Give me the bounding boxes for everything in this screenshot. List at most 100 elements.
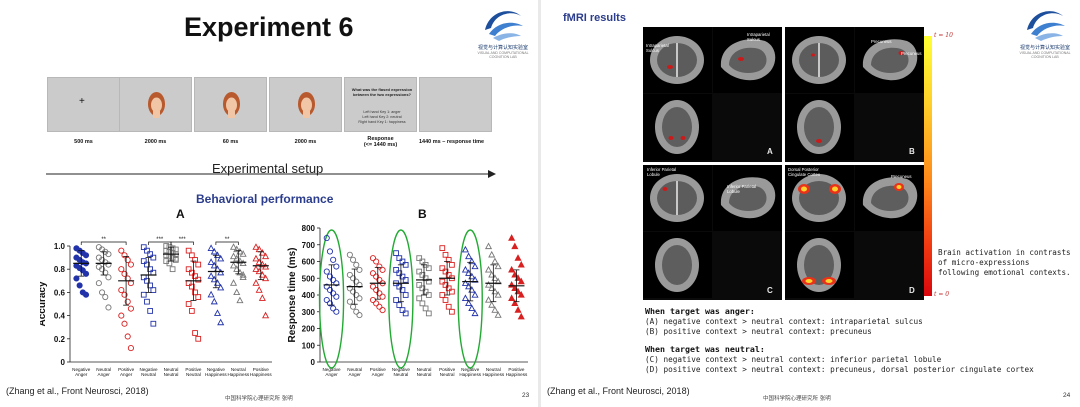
- panel-letter: C: [767, 286, 773, 295]
- brain-slice-coronal: [643, 165, 712, 231]
- brain-slice-image: [650, 174, 704, 222]
- data-point: [373, 300, 380, 307]
- data-point: [217, 283, 225, 291]
- data-point: [262, 274, 270, 282]
- face-image: [223, 92, 240, 118]
- category-label: Negative: [392, 367, 411, 372]
- data-point: [419, 272, 426, 278]
- data-point: [105, 251, 112, 258]
- duration-label: 1440 ms – response time: [419, 139, 485, 145]
- data-point: [449, 262, 455, 268]
- brain-slice-coronal: [643, 27, 712, 93]
- data-point: [172, 257, 179, 263]
- data-point: [229, 243, 238, 250]
- data-point: [379, 293, 386, 300]
- data-point: [399, 273, 406, 280]
- brain-slice-sagittal: [855, 165, 924, 231]
- data-point: [393, 297, 399, 303]
- data-point: [207, 244, 215, 251]
- y-tick-label: 0.2: [54, 335, 66, 344]
- data-point: [82, 270, 90, 277]
- data-point: [373, 273, 380, 280]
- data-point: [252, 254, 260, 262]
- data-point: [105, 261, 112, 268]
- significance-bracket: [80, 241, 127, 245]
- brain-slice-axial: [785, 232, 854, 298]
- y-tick-label: 600: [302, 258, 316, 267]
- brain-slice-axial: [643, 94, 712, 160]
- data-point: [422, 305, 429, 312]
- category-label: Neutral: [440, 372, 455, 377]
- data-point: [369, 283, 377, 290]
- citation: (Zhang et al., Front Neurosci, 2018): [6, 386, 149, 396]
- data-point: [144, 261, 150, 268]
- lab-logo: 视觉与计算认知实验室 VISUAL AND COMPUTATIONAL COGN…: [477, 4, 529, 59]
- data-point: [195, 294, 202, 300]
- data-point: [323, 296, 330, 304]
- data-point: [99, 289, 106, 296]
- data-point: [439, 278, 446, 285]
- brain-slice-coronal: [785, 165, 854, 231]
- data-point: [393, 250, 399, 256]
- data-point: [494, 262, 502, 270]
- data-point: [207, 258, 215, 265]
- panel-letter-b: B: [418, 207, 427, 221]
- category-label: Neutral: [347, 367, 362, 372]
- data-point: [326, 273, 334, 280]
- duration-label: 500 ms: [74, 139, 93, 145]
- data-point: [517, 291, 525, 298]
- data-point: [442, 251, 449, 258]
- data-point: [517, 277, 525, 285]
- data-point: [484, 265, 493, 273]
- data-point: [210, 247, 218, 255]
- duration-label: Response (<= 1440 ms): [344, 136, 417, 148]
- data-point: [102, 293, 109, 301]
- category-label: Positive: [439, 367, 456, 372]
- highlight-ellipse: [388, 229, 414, 369]
- data-point: [147, 308, 154, 314]
- category-label: Negative: [322, 367, 341, 372]
- data-point: [449, 288, 455, 295]
- data-point: [494, 311, 502, 318]
- data-point: [471, 291, 479, 298]
- significance-bracket: [170, 241, 194, 245]
- category-label: Negative: [72, 367, 91, 372]
- response-time-chart: 0 100 200 300 400 500 600 700 800 Response time (…: [287, 224, 528, 377]
- lab-name: 视觉与计算认知实验室: [1019, 45, 1070, 51]
- data-point: [262, 252, 270, 260]
- data-point: [517, 260, 525, 268]
- brain-slice-sagittal: [855, 27, 924, 93]
- data-point: [484, 281, 493, 288]
- data-point: [425, 310, 432, 317]
- data-point: [105, 274, 112, 281]
- data-point: [333, 308, 340, 315]
- data-point: [416, 282, 423, 288]
- data-point: [402, 262, 409, 268]
- data-point: [393, 267, 399, 273]
- data-point: [239, 259, 247, 267]
- lab-name: 视觉与计算认知实验室: [477, 45, 528, 51]
- finding-line: (A) negative context > neutral context: …: [645, 317, 923, 326]
- data-point: [419, 285, 426, 292]
- category-label: Happiness: [506, 372, 528, 377]
- response-limit: (<= 1440 ms): [363, 142, 398, 148]
- response-label: Response: [367, 136, 394, 142]
- swirl-logo-icon: [1027, 11, 1065, 41]
- brain-slice-sagittal: [713, 165, 782, 231]
- brain-slice-coronal: [785, 27, 854, 93]
- data-point: [379, 307, 386, 314]
- finding-line: (B) positive context > neutral context: …: [645, 327, 872, 336]
- data-point: [150, 254, 157, 261]
- data-point: [399, 287, 406, 293]
- significance-label: **: [225, 237, 230, 243]
- lab-logo: 视觉与计算认知实验室 VISUAL AND COMPUTATIONAL COGN…: [1019, 4, 1071, 59]
- data-point: [508, 265, 516, 273]
- data-point: [517, 312, 525, 320]
- data-point: [369, 296, 377, 304]
- data-point: [140, 274, 147, 281]
- colorbar-max-label: t = 10: [934, 32, 953, 39]
- face-image: [148, 92, 165, 118]
- finding-line: (C) negative context > neutral context: …: [645, 355, 942, 364]
- data-point: [425, 278, 432, 285]
- panel-letter: D: [909, 286, 915, 295]
